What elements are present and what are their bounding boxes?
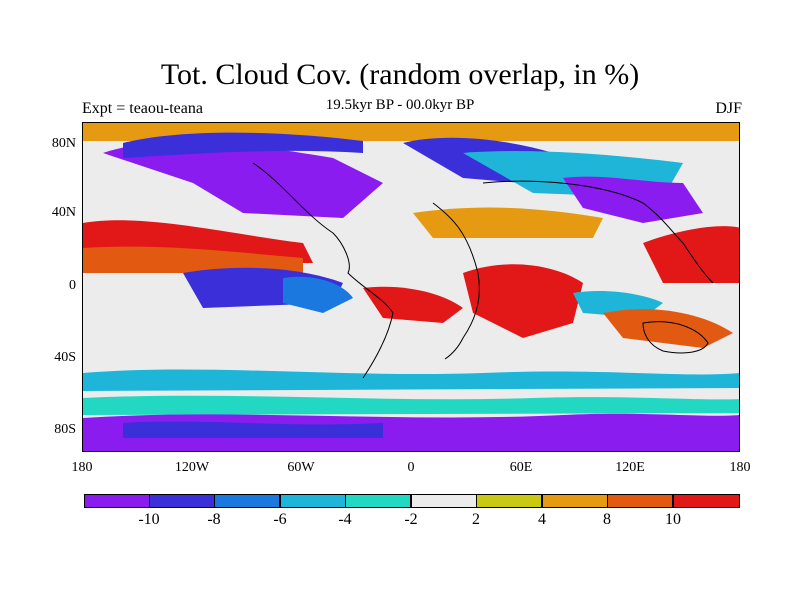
colorbar-label: -4 <box>338 511 352 528</box>
colorbar-segment <box>214 494 280 508</box>
colorbar-segment <box>84 494 150 508</box>
north-america-negative <box>103 141 383 218</box>
colorbar-label: -6 <box>273 511 287 528</box>
y-label-40n: 40N <box>51 205 76 220</box>
colorbar-label: -10 <box>138 511 160 528</box>
australia-orange <box>603 309 733 348</box>
tropical-pacific-blue <box>283 276 353 313</box>
y-label-80s: 80S <box>54 422 76 437</box>
africa-coastline <box>432 202 480 360</box>
colorbar-segment <box>149 494 215 508</box>
southern-ocean-cyan <box>83 369 739 391</box>
colorbar-label: 8 <box>603 511 611 528</box>
colorbar-label: -8 <box>207 511 221 528</box>
y-label-80n: 80N <box>51 136 76 151</box>
map-panel <box>82 122 740 452</box>
africa-positive <box>463 264 583 338</box>
atlantic-positive <box>363 286 463 323</box>
north-pacific-orange <box>83 246 303 273</box>
colorbar <box>84 494 740 508</box>
map-subtitle: 19.5kyr BP - 00.0kyr BP <box>325 97 475 113</box>
map-title: Tot. Cloud Cov. (random overlap, in %) <box>160 58 640 91</box>
colorbar-label: 10 <box>665 511 681 528</box>
x-label-120w: 120W <box>174 460 210 475</box>
colorbar-segment <box>542 494 608 508</box>
x-label-180e: 180 <box>729 460 751 475</box>
colorbar-segment <box>673 494 740 508</box>
colorbar-segment <box>280 494 346 508</box>
eurasia-coastline <box>482 180 714 284</box>
australia-coastline <box>642 321 709 354</box>
antarctic-blue <box>123 421 383 438</box>
y-label-40s: 40S <box>54 350 76 365</box>
colorbar-segment <box>345 494 411 508</box>
colorbar-label: -2 <box>404 511 418 528</box>
colorbar-label: 4 <box>538 511 546 528</box>
x-label-60e: 60E <box>509 460 533 475</box>
colorbar-label: 2 <box>472 511 480 528</box>
colorbar-segment <box>411 494 477 508</box>
y-label-eq: 0 <box>69 278 76 293</box>
colorbar-segment <box>607 494 673 508</box>
colorbar-segment <box>476 494 542 508</box>
season-label: DJF <box>715 100 742 117</box>
arctic-negative <box>123 132 363 158</box>
x-label-60w: 60W <box>287 460 315 475</box>
cloud-cover-field <box>83 123 739 451</box>
experiment-label: Expt = teaou-teana <box>82 100 203 117</box>
americas-coastline <box>252 162 394 379</box>
x-label-180w: 180 <box>71 460 93 475</box>
x-label-0: 0 <box>407 460 415 475</box>
southern-ocean-teal <box>83 395 739 415</box>
x-label-120e: 120E <box>615 460 645 475</box>
